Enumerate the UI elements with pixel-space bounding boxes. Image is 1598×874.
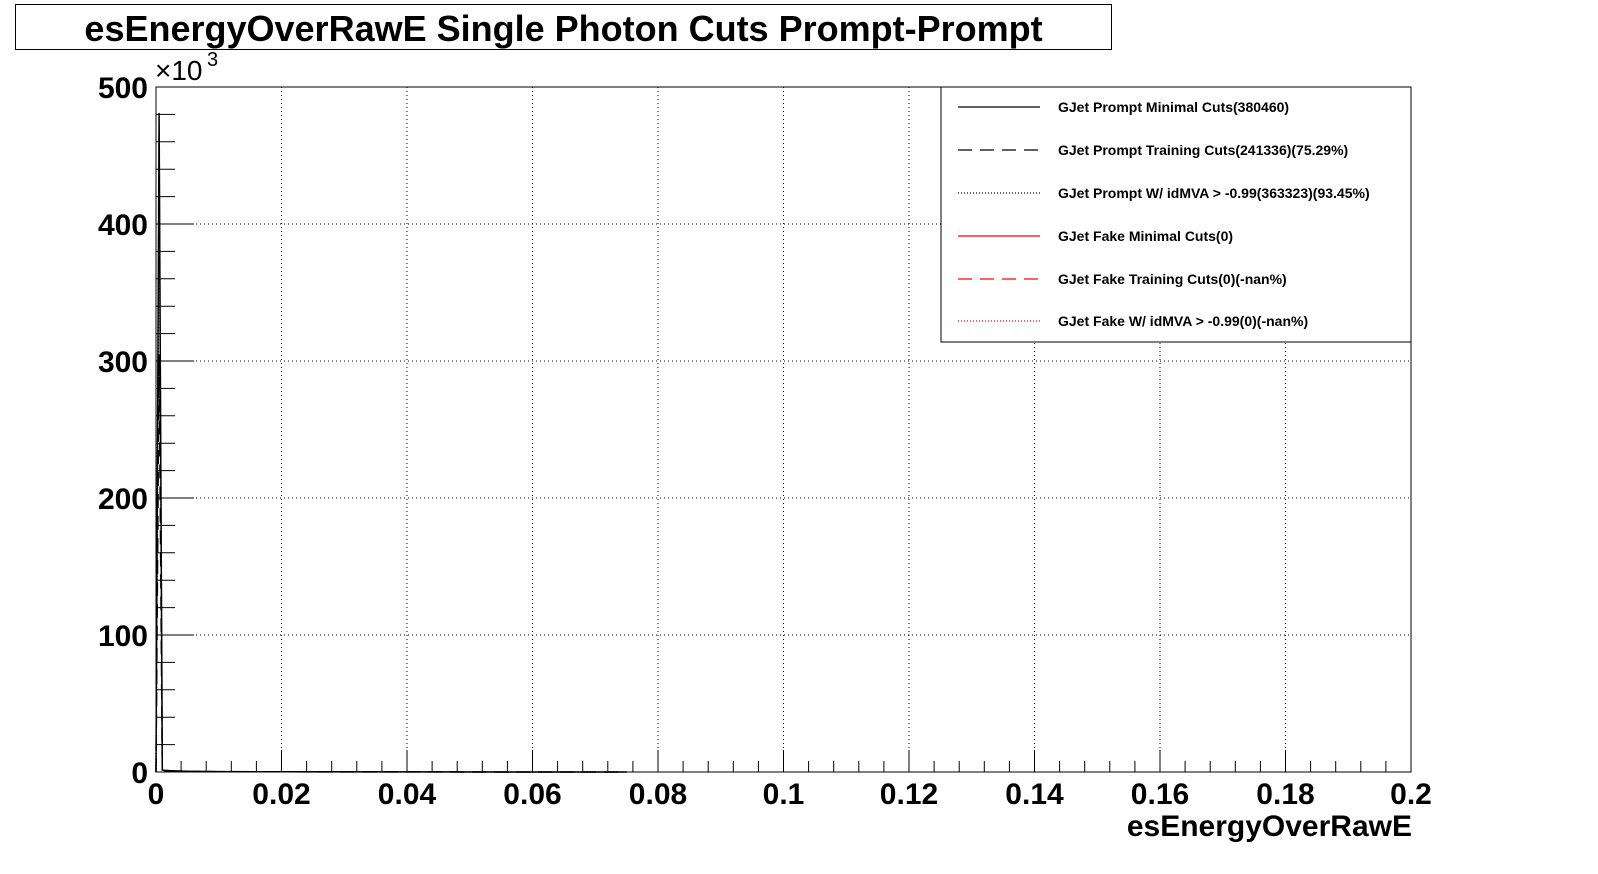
x-tick-label: 0.1: [763, 778, 805, 811]
x-tick-label: 0: [148, 778, 165, 811]
x-tick-label: 0.02: [252, 778, 310, 811]
x-tick-label: 0.16: [1131, 778, 1189, 811]
y-tick-label: 500: [98, 72, 148, 105]
y-multiplier: ×10 3: [155, 49, 218, 86]
y-tick-label: 400: [98, 209, 148, 242]
chart-title-box: esEnergyOverRawE Single Photon Cuts Prom…: [15, 4, 1112, 50]
series-layer: [155, 112, 627, 773]
y-tick-label: 100: [98, 620, 148, 653]
chart-title: esEnergyOverRawE Single Photon Cuts Prom…: [84, 8, 1043, 49]
y-multiplier-label: ×10: [155, 55, 203, 86]
y-tick-label: 0: [131, 757, 148, 790]
ticks: [155, 86, 1412, 773]
series-line-2: [155, 143, 627, 773]
legend-label-1: GJet Prompt Training Cuts(241336)(75.29%…: [1058, 142, 1348, 158]
y-tick-label: 200: [98, 483, 148, 516]
legend-label-5: GJet Fake W/ idMVA > -0.99(0)(-nan%): [1058, 313, 1308, 329]
series-line-1: [155, 354, 627, 773]
x-tick-label: 0.06: [503, 778, 561, 811]
legend-label-2: GJet Prompt W/ idMVA > -0.99(363323)(93.…: [1058, 185, 1370, 201]
legend-label-3: GJet Fake Minimal Cuts(0): [1058, 228, 1233, 244]
tick-labels: 0 0.02 0.04 0.06 0.08 0.1 0.12 0.14 0.16 0.18 0.2 0…: [98, 72, 1432, 811]
x-tick-label: 0.12: [880, 778, 938, 811]
series-line-0: [155, 112, 627, 773]
legend-label-0: GJet Prompt Minimal Cuts(380460): [1058, 99, 1289, 115]
y-tick-label: 300: [98, 346, 148, 379]
legend-box: [940, 86, 1412, 343]
x-tick-label: 0.18: [1256, 778, 1314, 811]
x-axis-label: esEnergyOverRawE: [1127, 810, 1412, 843]
legend: GJet Prompt Minimal Cuts(380460) GJet Pro…: [940, 86, 1412, 343]
x-tick-label: 0.14: [1005, 778, 1064, 811]
x-tick-label: 0.2: [1390, 778, 1432, 811]
y-multiplier-exponent: 3: [207, 49, 218, 71]
x-tick-label: 0.08: [629, 778, 687, 811]
x-tick-label: 0.04: [378, 778, 437, 811]
legend-label-4: GJet Fake Training Cuts(0)(-nan%): [1058, 271, 1287, 287]
